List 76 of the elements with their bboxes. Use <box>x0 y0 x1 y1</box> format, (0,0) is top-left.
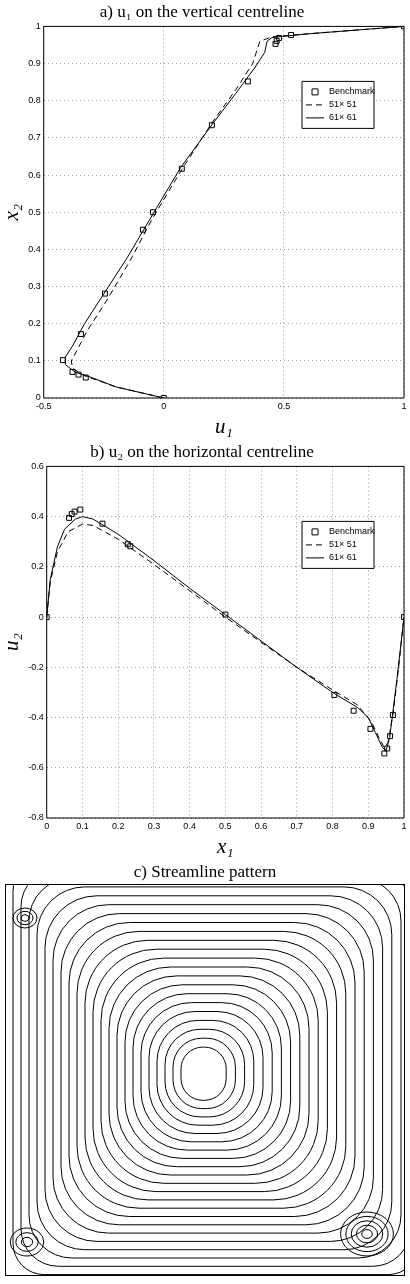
point <box>331 691 338 698</box>
point <box>150 209 156 216</box>
point <box>381 750 388 757</box>
x-tick-label: 0.2 <box>111 820 125 831</box>
x-tick-label: 0.9 <box>362 820 375 831</box>
point <box>127 543 134 550</box>
x-tick-label: 1 <box>401 400 407 411</box>
legend-label: Benchmark <box>329 526 376 537</box>
x-tick-label: 0.7 <box>290 820 304 831</box>
y-tick-label: 0.8 <box>28 95 41 106</box>
y-tick-label: 0.4 <box>28 243 41 254</box>
y-tick-label: 0.6 <box>28 169 41 180</box>
y-tick-label: 1 <box>35 20 41 31</box>
y-tick-label: 0.2 <box>31 561 44 572</box>
x-tick-label: 0.3 <box>147 820 161 831</box>
legend-label: 51× 51 <box>329 539 357 550</box>
point <box>82 374 89 381</box>
y-tick-label: 0.4 <box>31 511 44 522</box>
x-tick-label: 0.5 <box>277 400 291 411</box>
point <box>273 37 280 44</box>
point <box>66 514 73 521</box>
y-tick-label: -0.8 <box>28 812 44 823</box>
point <box>244 78 251 85</box>
x-tick-label: 0 <box>161 400 167 411</box>
point <box>178 165 185 172</box>
x-tick-label: 1 <box>401 820 407 831</box>
point <box>71 508 78 515</box>
x-tick-label: 0.8 <box>326 820 339 831</box>
point <box>101 290 108 297</box>
legend-label: 61× 61 <box>329 552 357 563</box>
point <box>99 520 106 527</box>
y-tick-label: 0 <box>35 392 41 403</box>
y-tick-label: 0.7 <box>28 132 41 143</box>
y-axis-title: x₂ <box>0 203 24 222</box>
y-tick-label: 0.6 <box>31 460 44 471</box>
x-tick-label: 0.1 <box>76 820 89 831</box>
point <box>59 357 66 364</box>
legend-label: 61× 61 <box>329 112 357 123</box>
legend-label: Benchmark <box>329 86 376 97</box>
x-tick-label: 0.4 <box>183 820 196 831</box>
y-tick-label: -0.2 <box>28 661 44 672</box>
point <box>139 226 146 233</box>
point <box>384 745 391 752</box>
y-tick-label: 0.5 <box>28 206 41 217</box>
point <box>75 371 82 378</box>
y-tick-label: -0.6 <box>28 762 44 773</box>
point <box>272 40 279 47</box>
x-tick-label: -0.5 <box>35 400 52 411</box>
legend-label: 51× 51 <box>329 99 357 110</box>
y-tick-label: 0.3 <box>28 281 41 291</box>
point <box>276 34 283 41</box>
x-axis-title: u₁ <box>214 413 233 438</box>
chart-title: b) u₂ on the horizontal centreline <box>90 441 314 461</box>
point <box>77 506 84 513</box>
point <box>222 611 229 618</box>
point <box>68 511 75 518</box>
chart-title: a) u₁ on the vertical centreline <box>99 1 305 21</box>
point <box>124 541 131 548</box>
x-tick-label: 0.6 <box>254 820 268 831</box>
y-tick-label: 0.1 <box>28 355 41 366</box>
point <box>77 331 84 338</box>
x-axis-title: x₁ <box>216 833 234 858</box>
y-tick-label: 0 <box>38 611 44 622</box>
y-axis-title: u₂ <box>0 633 24 652</box>
point <box>69 369 76 375</box>
point <box>350 707 357 714</box>
point <box>288 31 295 38</box>
y-tick-label: -0.4 <box>28 712 44 723</box>
point <box>367 725 374 732</box>
point <box>389 712 396 719</box>
y-tick-label: 0.2 <box>28 318 41 329</box>
point <box>208 122 215 129</box>
y-tick-label: 0.9 <box>28 58 41 69</box>
text: c) Streamline pattern <box>132 861 278 883</box>
x-tick-label: 0.5 <box>219 820 232 831</box>
point <box>387 733 394 740</box>
